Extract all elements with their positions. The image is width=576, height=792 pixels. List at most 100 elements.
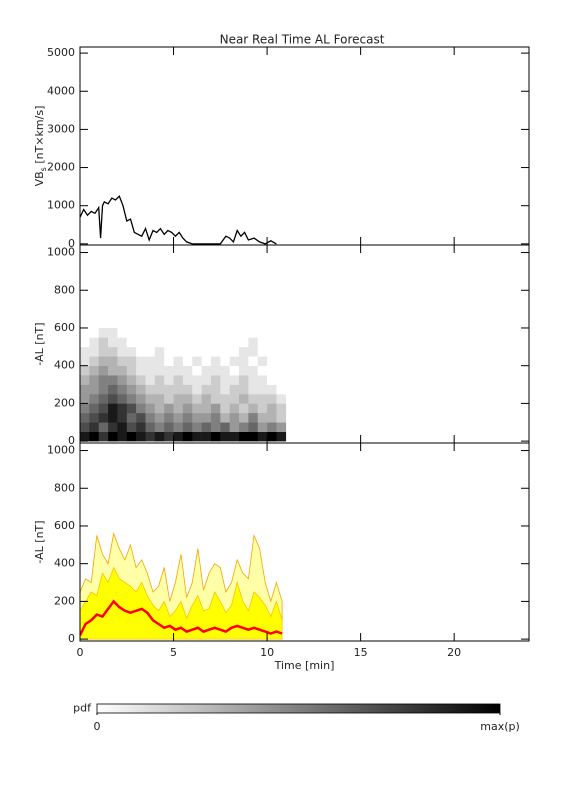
heat-cell — [154, 356, 165, 366]
heat-cell — [229, 346, 240, 357]
heat-cell — [192, 384, 202, 395]
heat-cell — [229, 403, 240, 414]
heat-cell — [98, 375, 109, 385]
heat-cell — [220, 337, 230, 348]
y-label-unit: [nT×km/s] — [33, 106, 46, 168]
heat-cell — [126, 403, 137, 414]
heat-cell — [276, 431, 287, 442]
heat-cell — [192, 412, 202, 423]
heat-cell — [98, 412, 109, 423]
heat-cell — [98, 422, 109, 432]
heat-cell — [192, 346, 202, 357]
heat-cell — [173, 327, 184, 338]
heat-cell — [145, 356, 156, 366]
heat-cell — [182, 384, 193, 395]
colorbar-tick-label: 0 — [94, 720, 101, 733]
heat-cell — [173, 375, 184, 385]
heat-cell — [248, 337, 259, 348]
heat-cell — [257, 346, 268, 357]
heat-cell — [117, 327, 128, 338]
heat-cell — [164, 327, 174, 338]
heat-cell — [173, 403, 184, 414]
data-line — [80, 195, 277, 245]
heat-cell — [220, 412, 230, 423]
heat-cell — [145, 346, 156, 357]
heat-cell — [192, 356, 202, 366]
heat-cell — [145, 412, 156, 423]
y-label-main: -AL [nT] — [33, 322, 46, 365]
heat-cell — [182, 337, 193, 348]
heat-cell — [117, 365, 128, 376]
heat-cell — [154, 403, 165, 414]
heat-cell — [126, 422, 137, 432]
heat-cell — [164, 365, 174, 376]
heat-cell — [201, 375, 212, 385]
heat-cell — [257, 422, 268, 432]
heat-cell — [108, 384, 118, 395]
plot-area — [80, 327, 287, 442]
y-tick-label: 600 — [54, 321, 75, 334]
heat-cell — [80, 422, 90, 432]
heat-cell — [173, 422, 184, 432]
heat-cell — [248, 422, 259, 432]
heat-cell — [192, 403, 202, 414]
heat-cell — [145, 365, 156, 376]
heat-cell — [210, 337, 221, 348]
heat-cell — [154, 327, 165, 338]
heat-cell — [173, 412, 184, 423]
heat-cell — [145, 403, 156, 414]
heat-cell — [98, 337, 109, 348]
heat-cell — [239, 403, 249, 414]
y-axis-label: -AL [nT] — [33, 322, 46, 365]
heat-cell — [276, 337, 287, 348]
heat-cell — [182, 327, 193, 338]
heat-cell — [239, 365, 249, 376]
heat-cell — [98, 431, 109, 442]
heat-cell — [89, 422, 100, 432]
y-tick-label: 800 — [54, 481, 75, 494]
y-label-sub: s — [39, 167, 48, 171]
heat-cell — [201, 384, 212, 395]
y-tick-label: 1000 — [47, 444, 75, 457]
heat-cell — [108, 327, 118, 338]
heat-cell — [257, 356, 268, 366]
heat-cell — [126, 337, 137, 348]
heat-cell — [145, 337, 156, 348]
heat-cell — [239, 393, 249, 404]
x-tick-label: 15 — [354, 646, 368, 659]
heat-cell — [154, 431, 165, 442]
heat-cell — [164, 375, 174, 385]
heat-cell — [257, 375, 268, 385]
heat-cell — [201, 365, 212, 376]
heat-cell — [182, 375, 193, 385]
heat-cell — [89, 431, 100, 442]
heat-cell — [239, 431, 249, 442]
heat-cell — [154, 422, 165, 432]
heat-cell — [98, 384, 109, 395]
heat-cell — [267, 403, 277, 414]
heat-cell — [108, 393, 118, 404]
heat-cell — [154, 337, 165, 348]
heat-cell — [229, 412, 240, 423]
x-tick-label: 5 — [170, 646, 177, 659]
heat-cell — [220, 384, 230, 395]
heat-cell — [239, 422, 249, 432]
heat-cell — [136, 384, 146, 395]
heat-cell — [117, 422, 128, 432]
heat-cell — [98, 365, 109, 376]
median-line — [80, 599, 283, 636]
heat-cell — [89, 337, 100, 348]
heat-cell — [220, 403, 230, 414]
heat-cell — [173, 365, 184, 376]
heat-cell — [276, 422, 287, 432]
heat-cell — [98, 346, 109, 357]
heat-cell — [117, 356, 128, 366]
colorbar-tick-label: max(p) — [480, 720, 520, 733]
heat-cell — [239, 384, 249, 395]
heat-cell — [220, 346, 230, 357]
y-tick-label: 4000 — [47, 84, 75, 97]
heat-cell — [248, 327, 259, 338]
x-tick-label: 20 — [447, 646, 461, 659]
heat-cell — [182, 412, 193, 423]
heat-cell — [182, 393, 193, 404]
